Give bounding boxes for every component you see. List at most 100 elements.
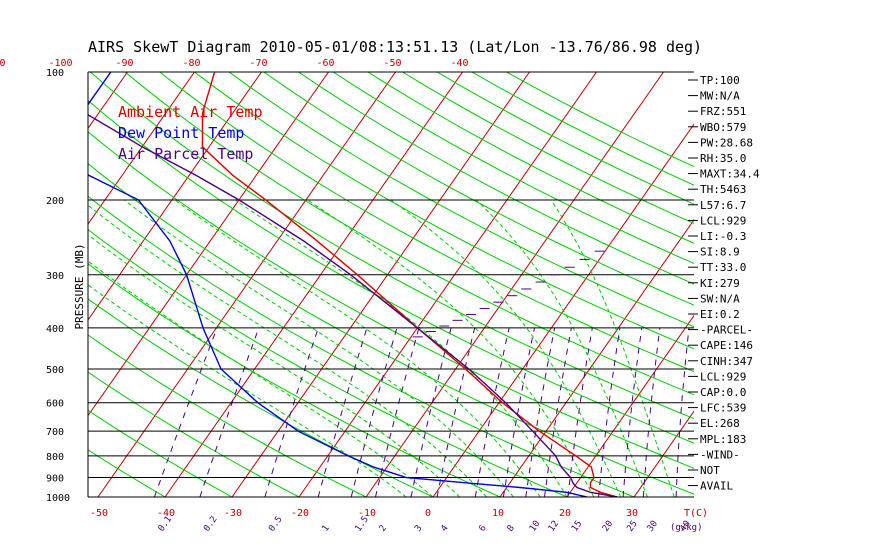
index-label: CAPE:146 [700, 339, 753, 352]
dry-adiabat-line [88, 131, 694, 469]
top-temp-tick-label: -100 [49, 58, 73, 69]
bottom-temp-tick-label: -30 [224, 508, 242, 519]
moist-adiabat-line [234, 199, 568, 497]
mixing-ratio-tick-label: 12 [547, 519, 561, 534]
pressure-tick-label: 400 [46, 324, 64, 335]
isotherm-line [88, 72, 195, 226]
index-label: EI:0.2 [700, 308, 740, 321]
mixing-ratio-tick-label: 30 [646, 519, 660, 534]
dry-adiabat-line [367, 72, 694, 244]
legend-entry: Ambient Air Temp [118, 103, 263, 121]
mixing-ratio-line [642, 327, 661, 497]
mixing-ratio-line [567, 327, 593, 497]
pressure-tick-label: 200 [46, 196, 64, 207]
isotherm-line [231, 72, 530, 497]
index-label: KI:279 [700, 277, 740, 290]
series-line-ambient-air-temp [201, 72, 618, 497]
mixing-ratio-line [350, 327, 398, 497]
bottom-temp-tick-label: -50 [90, 508, 108, 519]
legend-entry: Dew Point Temp [118, 124, 244, 142]
mixing-ratio-tick-label: 1 [320, 524, 331, 534]
isotherm-line [298, 72, 597, 497]
bottom-axis-unit: T(C) [684, 508, 708, 519]
pressure-tick-label: 100 [46, 68, 64, 79]
dry-adiabat-line [436, 72, 694, 205]
isotherm-line [499, 218, 694, 497]
dry-adiabat-line [88, 334, 367, 497]
pressure-tick-label: 900 [46, 474, 64, 485]
index-label: SW:N/A [700, 292, 740, 305]
bottom-temp-tick-label: 30 [626, 508, 638, 519]
index-label: AVAIL [700, 480, 733, 493]
index-label: NOT [700, 464, 720, 477]
dry-adiabat-line [88, 409, 233, 497]
mixing-ratio-line [525, 327, 556, 497]
dry-adiabat-line [402, 72, 694, 225]
moist-adiabat-line [123, 199, 514, 497]
mixing-ratio-line [153, 327, 218, 497]
top-temp-tick-label: -90 [116, 58, 134, 69]
index-label: SI:8.9 [700, 246, 740, 259]
mixing-ratio-line [436, 327, 476, 497]
moist-adiabat-line [88, 204, 487, 497]
index-label: CAP:0.0 [700, 386, 746, 399]
mixing-ratio-tick-label: 0.5 [267, 515, 285, 534]
profile-lines [88, 72, 618, 497]
dry-adiabat-line [90, 72, 694, 420]
bottom-temp-tick-label: -20 [291, 508, 309, 519]
dry-adiabat-line [88, 228, 568, 497]
bottom-temp-tick-label: 10 [492, 508, 504, 519]
index-label: L57:6.7 [700, 199, 746, 212]
plot-frame [87, 71, 694, 498]
isotherm-line [88, 72, 262, 321]
moist-adiabat-line [174, 199, 541, 497]
mixing-ratio-line [622, 327, 643, 497]
mixing-ratio-tick-label: 10 [528, 519, 542, 534]
top-temp-tick-label: -80 [183, 58, 201, 69]
mixing-ratio-tick-label: 20 [601, 519, 615, 534]
mixing-ratio-tick-label: 3 [413, 524, 424, 534]
dry-adiabat-line [332, 72, 694, 264]
mixing-ratio-line [199, 327, 260, 497]
bottom-temp-tick-label: 0 [425, 508, 431, 519]
dry-adiabat-line [124, 72, 694, 396]
mixing-ratio-line [544, 327, 572, 497]
dry-adiabat-line [88, 263, 501, 497]
index-label: TH:5463 [700, 183, 746, 196]
bottom-temp-tick-label: -40 [157, 508, 175, 519]
dry-adiabat-line [298, 72, 694, 285]
mixing-ratio-line [474, 327, 510, 497]
series-line-air-parcel-temp [88, 113, 618, 497]
mixing-ratio-line [502, 327, 535, 497]
index-label: EL:268 [700, 417, 740, 430]
legend-entry: Air Parcel Temp [118, 145, 253, 163]
mixing-ratio-tick-label: 4 [439, 524, 450, 534]
dry-adiabat-line [88, 99, 694, 444]
index-label: TP:100 [700, 74, 740, 87]
isotherm-line [566, 314, 694, 497]
pressure-tick-label: 1000 [46, 493, 70, 504]
mixing-ratio-tick-label: 15 [570, 519, 584, 534]
mixing-ratio-line [675, 327, 690, 497]
mixing-ratio-tick-label: 2 [378, 524, 389, 534]
mixing-ratio-tick-label: 0.2 [202, 515, 220, 534]
mixing-ratio-tick-label: 8 [506, 524, 517, 534]
pressure-tick-label: 500 [46, 365, 64, 376]
index-label: CINH:347 [700, 355, 753, 368]
top-temp-tick-label: -70 [250, 58, 268, 69]
mixing-ratio-tick-label: 25 [625, 519, 639, 534]
mixing-ratio-unit: (g/kg) [670, 523, 703, 533]
index-label: LCL:929 [700, 214, 746, 227]
index-label: PW:28.68 [700, 136, 753, 149]
dry-adiabat-line [159, 72, 694, 373]
legend: Ambient Air Temp Dew Point Temp Air Parcel… [118, 103, 263, 163]
index-label: -WIND- [700, 448, 740, 461]
mixing-ratio-line [375, 327, 420, 497]
isotherm-line [633, 410, 694, 497]
mixing-ratio-line [264, 327, 319, 497]
dry-adiabat-line [194, 72, 694, 350]
index-label: MW:N/A [700, 90, 740, 103]
dry-adiabat-line [88, 371, 300, 497]
top-temp-tick-label: -110 [0, 58, 6, 69]
